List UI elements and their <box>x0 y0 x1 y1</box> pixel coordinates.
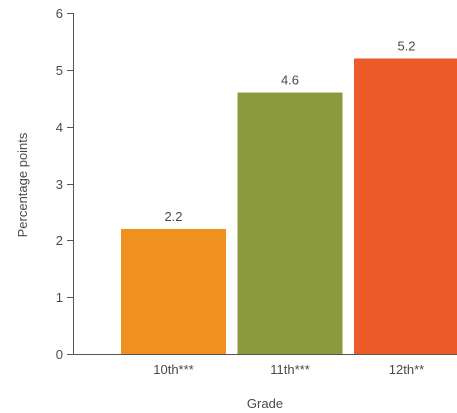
bar <box>354 58 457 354</box>
y-tick-label: 4 <box>56 120 63 135</box>
y-tick-label: 5 <box>56 63 63 78</box>
x-axis-title: Grade <box>247 396 283 411</box>
bar-value-label: 2.2 <box>164 209 182 224</box>
bar <box>237 92 343 355</box>
y-axis: 0 1 2 3 4 5 6 <box>56 6 74 362</box>
y-ticks: 0 1 2 3 4 5 6 <box>56 6 73 362</box>
y-tick-label: 1 <box>56 290 63 305</box>
y-tick-label: 0 <box>56 347 63 362</box>
y-tick-label: 6 <box>56 6 63 21</box>
bars: 2.2 4.6 5.2 <box>121 38 457 355</box>
x-tick-labels: 10th*** 11th*** 12th** <box>153 362 424 377</box>
x-tick-label: 10th*** <box>153 362 193 377</box>
bar <box>121 228 226 354</box>
bar-value-label: 4.6 <box>281 73 299 88</box>
x-tick-label: 11th*** <box>270 362 310 377</box>
y-tick-label: 2 <box>56 233 63 248</box>
y-axis-title: Percentage points <box>15 132 30 237</box>
x-tick-label: 12th** <box>389 362 424 377</box>
y-tick-label: 3 <box>56 177 63 192</box>
bar-value-label: 5.2 <box>397 38 415 53</box>
